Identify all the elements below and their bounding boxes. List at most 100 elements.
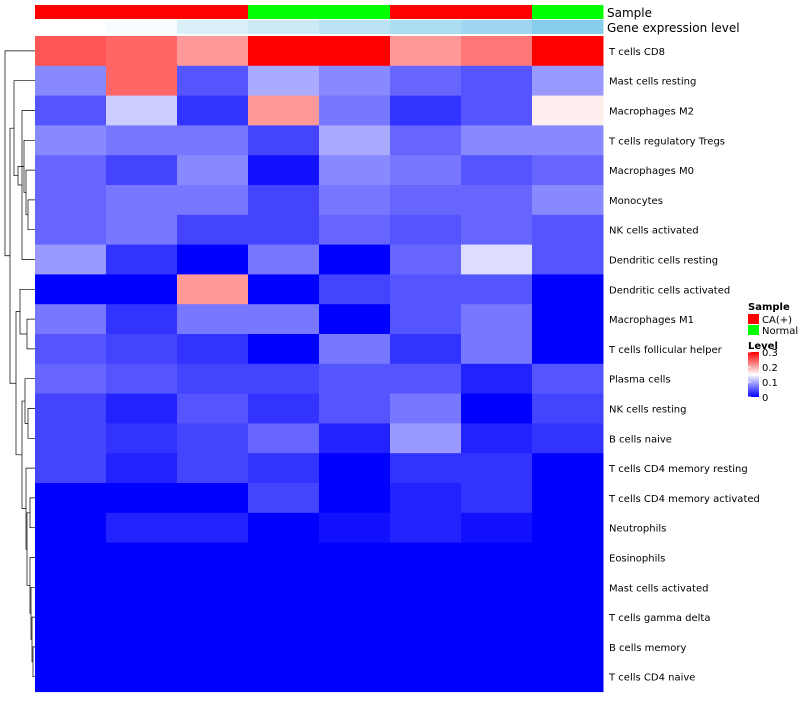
row-label: NK cells resting bbox=[609, 405, 686, 416]
heatmap-cell bbox=[106, 363, 178, 395]
dendrogram-branch bbox=[9, 127, 16, 384]
heatmap-cell bbox=[390, 423, 462, 454]
heatmap-cell bbox=[319, 125, 391, 156]
heatmap-cell bbox=[177, 334, 249, 365]
heatmap-cell bbox=[248, 125, 320, 156]
heatmap-cell bbox=[319, 65, 391, 97]
heatmap-cell bbox=[248, 363, 320, 395]
row-label: T cells CD4 memory activated bbox=[608, 494, 760, 505]
heatmap-cell bbox=[319, 334, 391, 365]
heatmap-cell bbox=[390, 393, 462, 424]
heatmap-cell bbox=[177, 393, 249, 424]
heatmap-cell bbox=[319, 453, 391, 484]
heatmap-cell bbox=[35, 95, 107, 126]
heatmap-cell bbox=[35, 423, 107, 454]
heatmap-cell bbox=[248, 155, 320, 186]
heatmap-cell bbox=[532, 661, 604, 693]
heatmap-cell bbox=[248, 423, 320, 454]
heatmap-cell bbox=[106, 632, 178, 663]
heatmap-cell bbox=[461, 95, 533, 126]
heatmap-cell bbox=[248, 542, 320, 573]
heatmap-cell bbox=[390, 363, 462, 395]
heatmap-cell bbox=[532, 214, 604, 246]
heatmap-cell bbox=[177, 155, 249, 186]
row-label: B cells naive bbox=[609, 434, 672, 445]
row-labels: T cells CD8 Mast cells resting Macrophages… bbox=[608, 47, 760, 684]
heatmap-cell bbox=[532, 572, 604, 603]
sample-track-cell bbox=[177, 5, 249, 19]
row-label: Macrophages M2 bbox=[609, 107, 694, 118]
sample-track-cell bbox=[106, 5, 178, 19]
heatmap-cell bbox=[35, 393, 107, 424]
heatmap-cell bbox=[461, 602, 533, 633]
heatmap-cell bbox=[532, 274, 604, 305]
heatmap-cell bbox=[390, 274, 462, 305]
heatmap-cell bbox=[248, 602, 320, 633]
heatmap-cell bbox=[106, 214, 178, 246]
heatmap-cell bbox=[177, 363, 249, 395]
legend-tick-label: 0.1 bbox=[762, 378, 778, 389]
heatmap-cell bbox=[532, 36, 604, 67]
heatmap-cell bbox=[461, 334, 533, 365]
row-label: T cells gamma delta bbox=[608, 613, 710, 624]
heatmap-cell bbox=[248, 632, 320, 663]
heatmap-cell bbox=[532, 244, 604, 275]
heatmap-cell bbox=[532, 334, 604, 365]
heatmap-cell bbox=[461, 185, 533, 216]
heatmap-cell bbox=[177, 512, 249, 544]
heatmap-cell bbox=[461, 65, 533, 97]
heatmap-cell bbox=[177, 602, 249, 633]
heatmap-cell bbox=[106, 125, 178, 156]
heatmap-cell bbox=[532, 95, 604, 126]
heatmap-cell bbox=[532, 185, 604, 216]
dendrogram-branch bbox=[21, 400, 26, 509]
heatmap-cell bbox=[248, 185, 320, 216]
heatmap-cell bbox=[532, 602, 604, 633]
heatmap-cell bbox=[106, 542, 178, 573]
dendrogram-branch bbox=[24, 378, 35, 424]
heatmap-cell bbox=[390, 661, 462, 693]
heatmap-cells bbox=[35, 36, 604, 693]
heatmap-cell bbox=[177, 661, 249, 693]
heatmap-cell bbox=[248, 214, 320, 246]
heatmap-cell bbox=[35, 274, 107, 305]
dendrogram-branch bbox=[19, 288, 35, 335]
heatmap-cell bbox=[461, 423, 533, 454]
heatmap-cell bbox=[177, 632, 249, 663]
track-label: Sample bbox=[607, 6, 652, 20]
heatmap-cell bbox=[177, 95, 249, 126]
heatmap-cell bbox=[319, 632, 391, 663]
heatmap-cell bbox=[390, 95, 462, 126]
heatmap-cell bbox=[106, 36, 178, 67]
legend-sample-title: Sample bbox=[748, 302, 790, 313]
dendrogram-branch bbox=[27, 408, 35, 439]
heatmap-cell bbox=[177, 36, 249, 67]
heatmap-cell bbox=[461, 512, 533, 544]
heatmap-cell bbox=[319, 661, 391, 693]
heatmap-cell bbox=[319, 95, 391, 126]
heatmap-cell bbox=[248, 334, 320, 365]
heatmap-cell bbox=[461, 244, 533, 275]
heatmap-cell bbox=[461, 214, 533, 246]
heatmap-cell bbox=[319, 423, 391, 454]
heatmap-cell bbox=[35, 125, 107, 156]
heatmap-cell bbox=[532, 65, 604, 97]
heatmap-cell bbox=[106, 602, 178, 633]
row-label: T cells CD4 memory resting bbox=[608, 464, 748, 475]
sample-track-cell bbox=[319, 5, 391, 19]
legend-tick-label: 0.2 bbox=[762, 363, 778, 374]
heatmap-cell bbox=[532, 632, 604, 663]
heatmap-cell bbox=[106, 423, 178, 454]
heatmap-cell bbox=[390, 602, 462, 633]
heatmap-cell bbox=[461, 632, 533, 663]
sample-track-cell bbox=[532, 5, 604, 19]
heatmap-cell bbox=[390, 65, 462, 97]
sample-track-cell bbox=[461, 5, 533, 19]
annotation-tracks bbox=[35, 5, 604, 34]
dendrogram-branch bbox=[25, 169, 35, 216]
heatmap-cell bbox=[106, 393, 178, 424]
legend-swatch bbox=[748, 325, 759, 335]
